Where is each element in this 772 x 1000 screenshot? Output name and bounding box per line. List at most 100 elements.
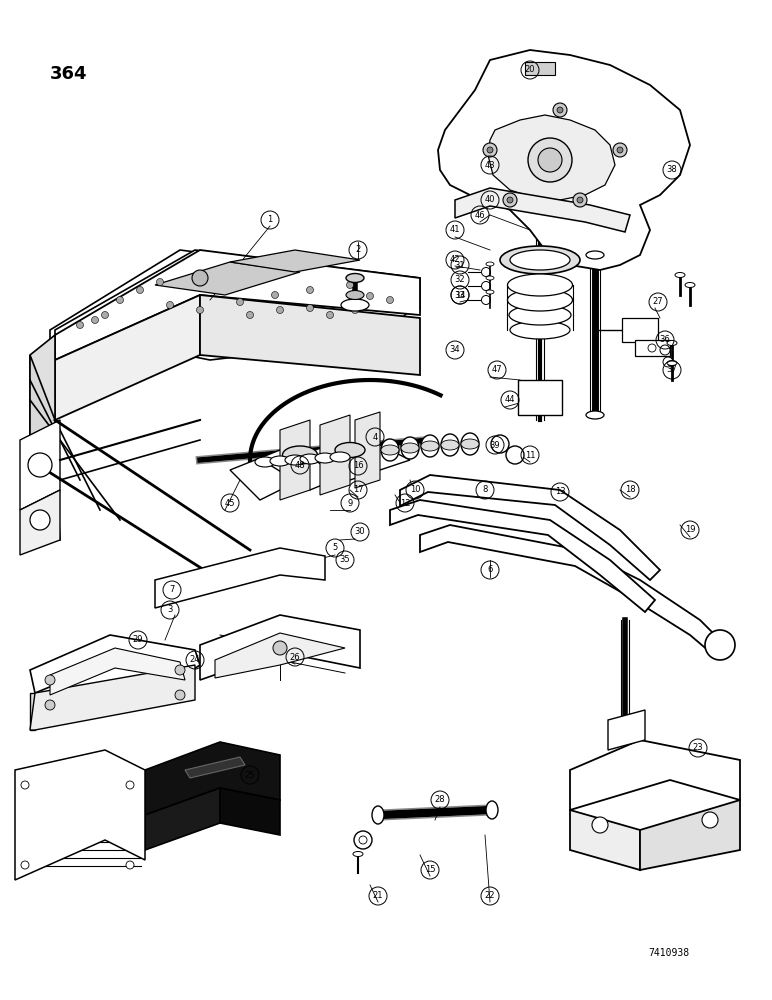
Circle shape [705,630,735,660]
Text: 32: 32 [455,275,466,284]
Text: 8: 8 [482,486,488,494]
Ellipse shape [300,454,320,464]
Text: 48: 48 [295,460,305,470]
Polygon shape [30,635,200,693]
Circle shape [21,861,29,869]
Polygon shape [15,750,145,880]
Polygon shape [185,757,245,778]
Polygon shape [455,188,630,232]
Polygon shape [220,788,280,835]
Polygon shape [320,415,350,495]
Ellipse shape [507,274,573,296]
Polygon shape [30,335,55,440]
Polygon shape [622,318,658,342]
Polygon shape [145,742,280,815]
Circle shape [487,147,493,153]
Circle shape [592,817,608,833]
Ellipse shape [381,445,399,455]
Polygon shape [230,450,310,500]
Text: 24: 24 [190,656,200,664]
Text: 47: 47 [492,365,503,374]
Ellipse shape [372,806,384,824]
Ellipse shape [341,299,369,311]
Circle shape [387,296,394,304]
Circle shape [359,836,367,844]
Ellipse shape [529,65,551,75]
Circle shape [45,700,55,710]
Circle shape [306,304,313,312]
Text: 20: 20 [525,66,535,75]
Circle shape [483,143,497,157]
Ellipse shape [586,411,604,419]
Circle shape [137,286,144,294]
Text: 1: 1 [267,216,273,225]
Text: 22: 22 [485,892,496,900]
Circle shape [30,510,50,530]
Text: 28: 28 [435,796,445,804]
Text: 30: 30 [354,528,365,536]
Circle shape [175,665,185,675]
Circle shape [506,446,524,464]
Polygon shape [50,250,410,370]
Ellipse shape [441,434,459,456]
Ellipse shape [353,852,363,856]
Text: 38: 38 [667,165,677,174]
Circle shape [507,197,513,203]
Circle shape [236,298,243,306]
Polygon shape [608,710,645,750]
Circle shape [76,322,83,328]
Ellipse shape [283,446,317,464]
Ellipse shape [346,290,364,300]
Ellipse shape [510,250,570,270]
Ellipse shape [270,456,290,466]
Text: 4: 4 [372,432,378,442]
Polygon shape [390,500,655,612]
Text: 7410938: 7410938 [648,948,689,958]
Circle shape [503,193,517,207]
Polygon shape [215,633,345,678]
Circle shape [367,292,374,300]
Text: 364: 364 [50,65,87,83]
Ellipse shape [486,801,498,819]
Text: 27: 27 [652,298,663,306]
Text: 12: 12 [400,498,410,508]
Ellipse shape [401,443,419,453]
Polygon shape [230,250,360,272]
Circle shape [276,306,283,314]
Polygon shape [640,800,740,870]
Polygon shape [20,420,60,510]
Text: 14: 14 [455,290,466,300]
Polygon shape [30,665,195,730]
Circle shape [45,675,55,685]
Circle shape [167,302,174,308]
Ellipse shape [330,452,350,462]
Circle shape [101,312,109,318]
Text: 7: 7 [169,585,174,594]
Text: 5: 5 [333,544,337,552]
Circle shape [347,282,354,288]
Text: 29: 29 [133,636,144,645]
Text: 39: 39 [489,440,500,450]
Circle shape [538,148,562,172]
Text: 13: 13 [555,488,565,496]
Circle shape [553,103,567,117]
Text: 44: 44 [505,395,515,404]
Circle shape [528,138,572,182]
Circle shape [491,435,509,453]
Text: 15: 15 [425,865,435,874]
Polygon shape [55,295,200,420]
Text: 33: 33 [455,290,466,300]
Polygon shape [488,115,615,200]
Polygon shape [200,615,360,680]
Polygon shape [50,648,185,695]
Circle shape [306,286,313,294]
Circle shape [157,278,164,286]
Polygon shape [30,693,35,730]
Ellipse shape [510,321,570,339]
Ellipse shape [421,441,439,451]
Circle shape [617,147,623,153]
Text: 46: 46 [475,211,486,220]
Ellipse shape [461,439,479,449]
Ellipse shape [486,276,494,280]
Ellipse shape [335,442,365,458]
